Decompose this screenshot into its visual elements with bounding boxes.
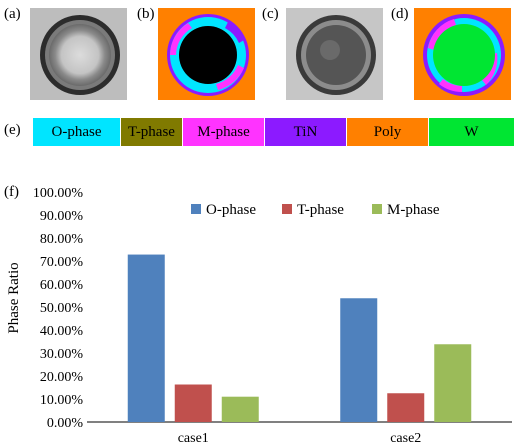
legend-label-m-phase: M-phase <box>387 202 440 218</box>
y-axis-label: Phase Ratio <box>6 262 22 333</box>
bar-m-phase-case2 <box>434 344 472 422</box>
legend-swatch-m-phase <box>372 204 382 214</box>
y-tick-label: 0.00% <box>47 416 84 431</box>
phase-color-legend: O-phase T-phase M-phase TiN Poly W <box>33 118 515 146</box>
bar-t-phase-case2 <box>387 393 425 422</box>
y-tick-label: 60.00% <box>40 278 84 293</box>
panel-label-f: (f) <box>4 184 19 200</box>
legend-t-phase: T-phase <box>121 118 183 146</box>
legend-poly: Poly <box>347 118 429 146</box>
micrograph-c <box>286 8 383 100</box>
y-tick-label: 20.00% <box>40 370 84 385</box>
x-tick-label: case2 <box>390 431 421 446</box>
micrograph-a <box>30 8 127 100</box>
legend-label-t-phase: T-phase <box>297 202 344 218</box>
bar-o-phase-case1 <box>127 254 165 422</box>
y-tick-label: 50.00% <box>40 301 84 316</box>
bar-chart-svg: Phase Ratio 0.00% 10.00% 20.00% 30.00% 40.00… <box>6 186 512 446</box>
panel-label-d: (d) <box>391 6 409 22</box>
y-tick-label: 100.00% <box>33 186 84 201</box>
bar-m-phase-case1 <box>221 396 259 422</box>
phase-map-d <box>414 8 511 100</box>
phase-ratio-chart: Phase Ratio 0.00% 10.00% 20.00% 30.00% 40.00… <box>0 180 520 446</box>
panel-label-b: (b) <box>137 6 155 22</box>
legend-m-phase: M-phase <box>183 118 265 146</box>
legend-tin: TiN <box>265 118 347 146</box>
legend-swatch-t-phase <box>282 204 292 214</box>
y-tick-label: 30.00% <box>40 347 84 362</box>
y-tick-label: 90.00% <box>40 209 84 224</box>
phase-map-b <box>158 8 255 100</box>
y-tick-label: 70.00% <box>40 255 84 270</box>
bar-o-phase-case2 <box>340 298 378 422</box>
panel-label-a: (a) <box>4 6 21 22</box>
bar-t-phase-case1 <box>174 384 212 422</box>
legend-swatch-o-phase <box>191 204 201 214</box>
legend-label-o-phase: O-phase <box>206 202 256 218</box>
y-tick-label: 10.00% <box>40 393 84 408</box>
panel-label-e: (e) <box>4 122 21 138</box>
y-tick-label: 40.00% <box>40 324 84 339</box>
legend-w: W <box>429 118 515 146</box>
panel-label-c: (c) <box>262 6 279 22</box>
y-tick-label: 80.00% <box>40 232 84 247</box>
legend-o-phase: O-phase <box>33 118 121 146</box>
x-tick-label: case1 <box>178 431 209 446</box>
